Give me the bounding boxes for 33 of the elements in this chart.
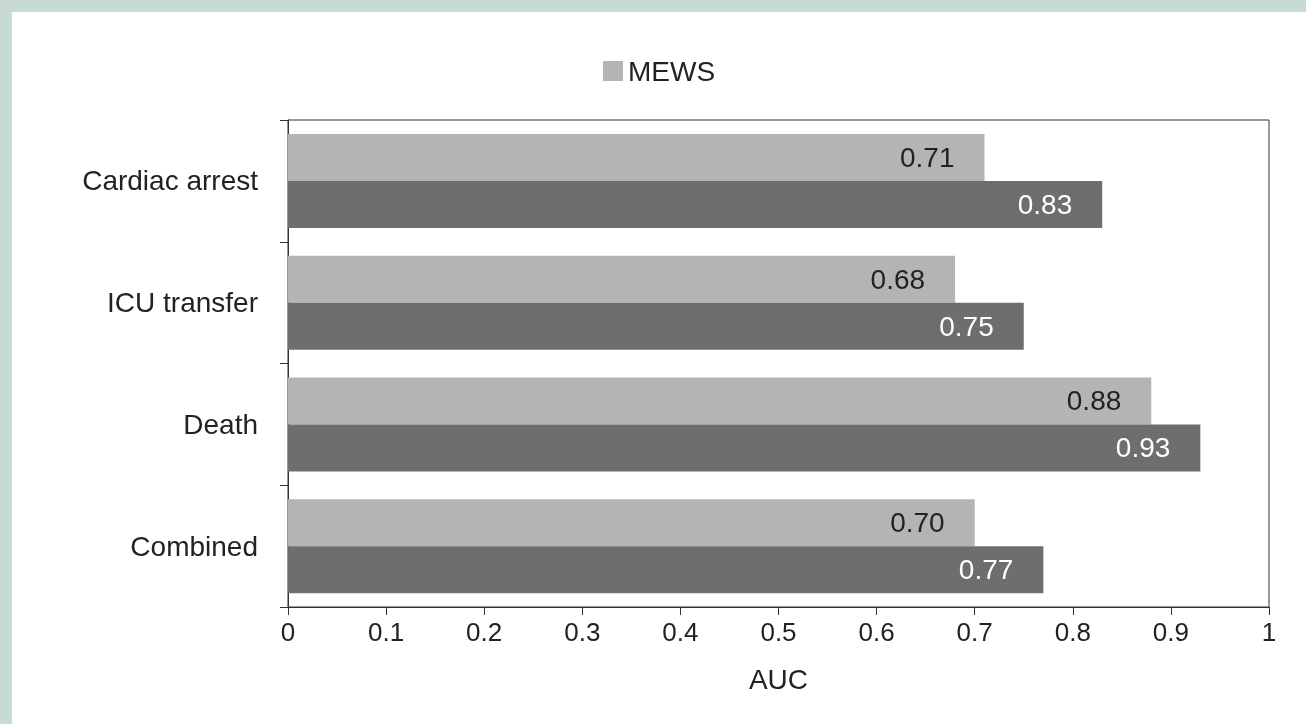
- bar: [288, 133, 985, 181]
- x-tick-label: 0.3: [564, 617, 601, 647]
- x-tick-label: 0.6: [858, 617, 895, 647]
- data-label: 0.83: [1017, 188, 1073, 220]
- y-tick-label: Combined: [130, 530, 258, 562]
- legend-label: MEWS: [627, 55, 716, 87]
- x-tick-label: 1: [1261, 617, 1277, 647]
- x-tick-label: 0.4: [662, 617, 699, 647]
- data-label: 0.88: [1066, 385, 1122, 417]
- bar: [288, 546, 1044, 594]
- bar: [288, 377, 1152, 425]
- x-tick-label: 0.1: [368, 617, 405, 647]
- x-tick-label: 0: [280, 617, 296, 647]
- data-label: 0.75: [939, 310, 994, 342]
- x-tick-label: 0.9: [1152, 617, 1189, 647]
- x-tick-label: 0.8: [1054, 617, 1091, 647]
- data-label: 0.70: [890, 507, 945, 539]
- y-tick-label: ICU transfer: [107, 287, 258, 319]
- data-label: 0.68: [870, 263, 926, 295]
- y-tick-label: Cardiac arrest: [82, 165, 259, 197]
- bar: [288, 302, 1024, 350]
- data-label: 0.77: [958, 554, 1014, 586]
- bar: [288, 255, 956, 303]
- data-label: 0.71: [900, 141, 955, 173]
- data-label: 0.93: [1115, 432, 1171, 464]
- bar: [288, 180, 1103, 228]
- y-tick-label: Death: [183, 408, 258, 440]
- x-tick-label: 0.2: [466, 617, 503, 647]
- x-tick-label: 0.7: [956, 617, 993, 647]
- bar: [288, 499, 975, 547]
- x-tick-label: 0.5: [760, 617, 797, 647]
- bar: [288, 424, 1201, 472]
- x-axis-title: AUC: [748, 663, 809, 695]
